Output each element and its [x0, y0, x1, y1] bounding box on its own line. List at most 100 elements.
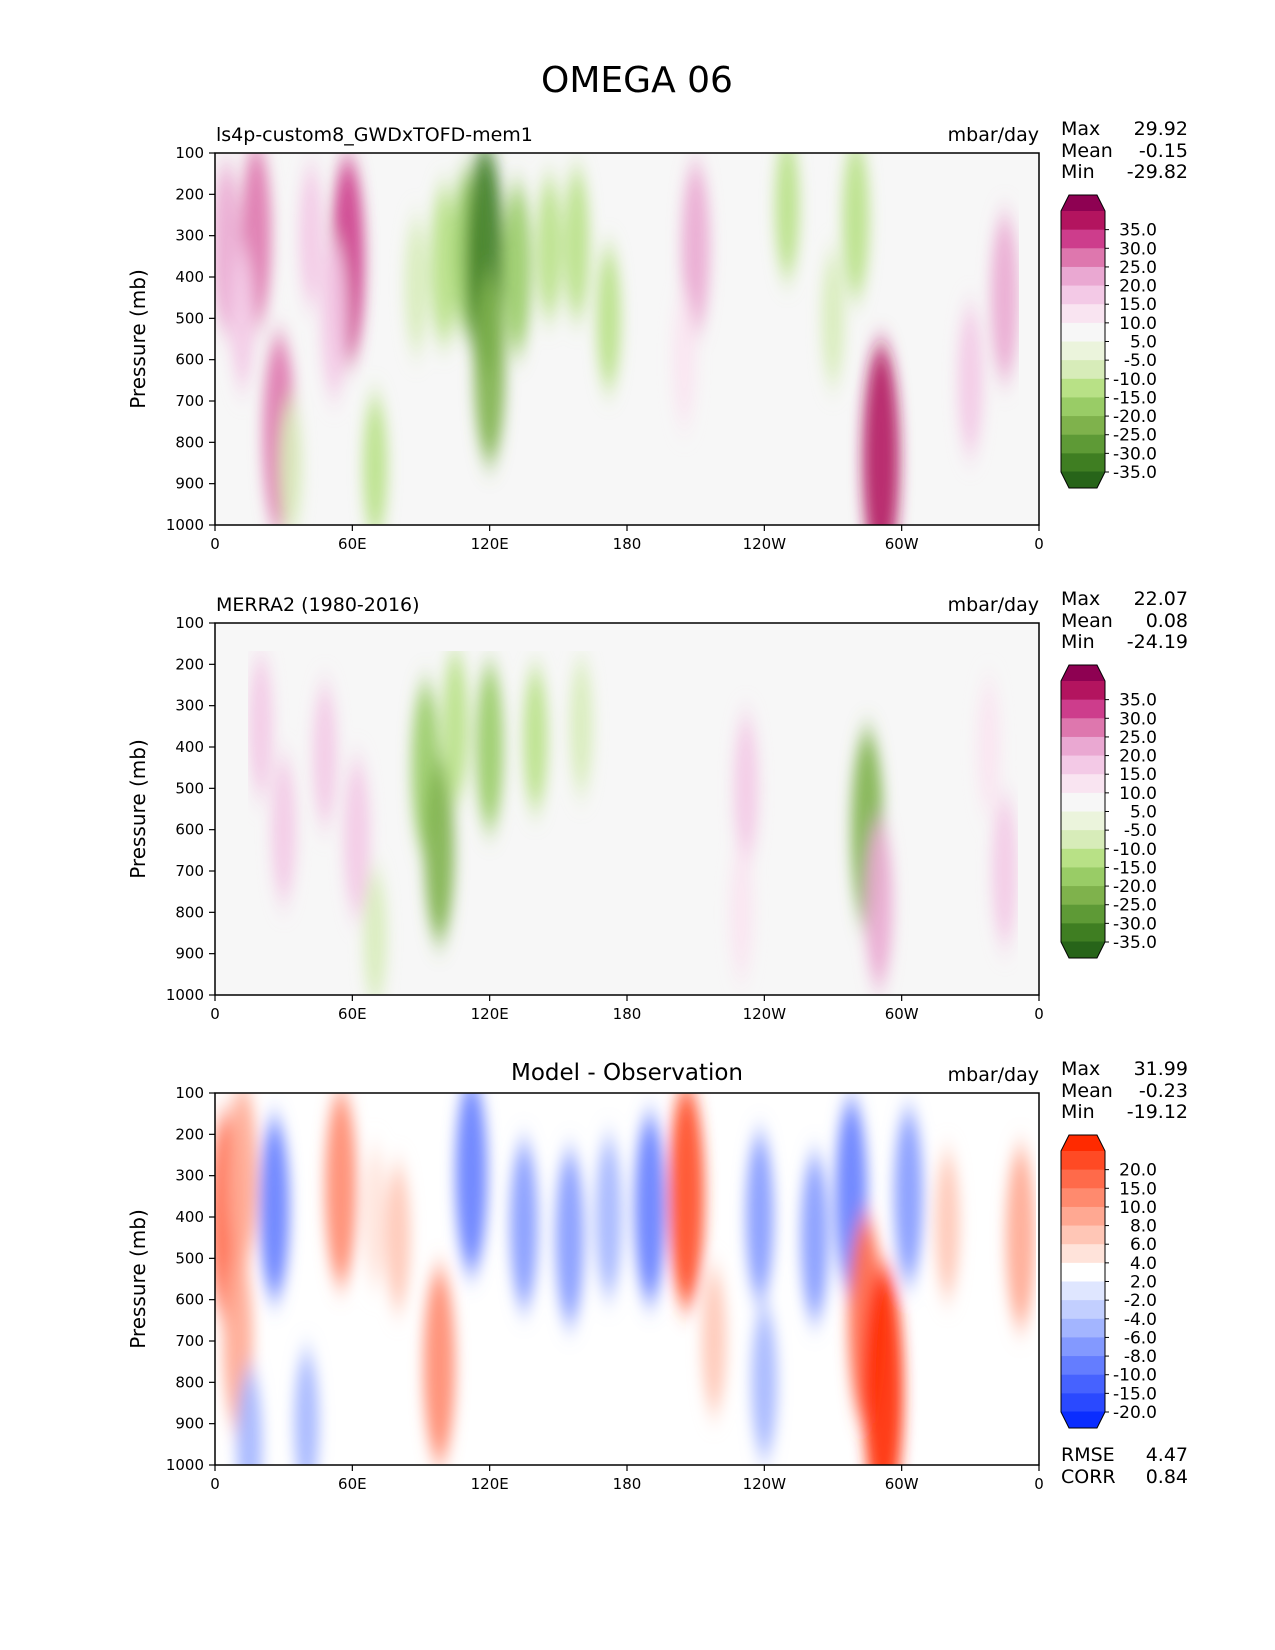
field-cell-13: [536, 177, 562, 320]
colorbar-segment: [1061, 904, 1105, 924]
y-tick-label: 100: [175, 144, 204, 162]
field-cell-17: [800, 1154, 829, 1321]
colorbar-tick-label: 10.0: [1119, 784, 1157, 804]
max-value: 31.99: [1134, 1058, 1188, 1080]
colorbar-segment: [1061, 867, 1105, 887]
colorbar-segment: [1061, 304, 1105, 324]
colorbar-tick-label: -20.0: [1113, 407, 1157, 427]
colorbar-tick-label: 20.0: [1119, 1161, 1157, 1181]
colorbar-tick-label: 8.0: [1130, 1217, 1157, 1237]
min-value: -29.82: [1127, 161, 1188, 183]
colorbar-segment: [1061, 1281, 1105, 1301]
mean-label: Mean: [1061, 1080, 1113, 1102]
colorbar-segment: [1061, 341, 1105, 361]
field-cell-13: [864, 821, 893, 988]
field-cell-22: [934, 1152, 960, 1298]
rmse-value: 4.47: [1146, 1444, 1188, 1466]
colorbar-tick-label: -15.0: [1113, 1384, 1157, 1404]
x-tick-label: 60W: [885, 1475, 919, 1493]
colorbar-segment: [1061, 1393, 1105, 1413]
colorbar-segment: [1061, 1337, 1105, 1357]
colorbar-tick-label: -35.0: [1113, 463, 1157, 483]
colorbar-segment: [1061, 886, 1105, 906]
colorbar-tick-label: -8.0: [1124, 1347, 1157, 1367]
colorbar-segment: [1061, 1244, 1105, 1264]
colorbar-segment: [1061, 699, 1105, 719]
field-cell-8: [523, 667, 548, 810]
y-tick-label: 500: [175, 779, 204, 797]
x-tick-label: 0: [210, 535, 220, 553]
field-cell-7: [404, 218, 429, 353]
colorbar-tick-label: -4.0: [1124, 1310, 1157, 1330]
colorbar-tick-label: -30.0: [1113, 444, 1157, 464]
y-tick-label: 400: [175, 268, 204, 286]
colorbar-tick-label: 35.0: [1119, 691, 1157, 711]
colorbar-tick-label: 30.0: [1119, 709, 1157, 729]
colorbar-extend-bottom: [1061, 471, 1105, 488]
x-tick-label: 60W: [885, 1005, 919, 1023]
x-tick-label: 120E: [471, 1005, 509, 1023]
colorbar-tick-label: 15.0: [1119, 1179, 1157, 1199]
colorbar-segment: [1061, 848, 1105, 869]
colorbar-tick-label: 20.0: [1119, 277, 1157, 297]
max-label: Max: [1061, 1058, 1100, 1080]
plot-background: [215, 623, 1039, 995]
colorbar-segment: [1061, 792, 1105, 813]
colorbar-extend-bottom: [1061, 1411, 1105, 1428]
colorbar-segment: [1061, 322, 1105, 343]
colorbar-segment: [1061, 360, 1105, 380]
field-cell-6: [385, 1165, 411, 1311]
colorbar-tick-label: 5.0: [1130, 333, 1157, 353]
y-tick-label: 600: [175, 1291, 204, 1309]
colorbar-tick-label: 4.0: [1130, 1254, 1157, 1274]
panel-title: ls4p-custom8_GWDxTOFD-mem1: [216, 124, 533, 146]
colorbar-tick-label: -25.0: [1113, 426, 1157, 446]
field-cell-20: [863, 1265, 904, 1465]
colorbar-tick-label: -30.0: [1113, 914, 1157, 934]
y-tick-label: 800: [175, 433, 204, 451]
field-cell-0: [248, 655, 274, 798]
mean-value: -0.15: [1139, 140, 1188, 162]
y-tick-label: 700: [175, 1332, 204, 1350]
colorbar-segment: [1061, 830, 1105, 850]
y-tick-label: 200: [175, 655, 204, 673]
x-tick-label: 0: [1034, 1475, 1044, 1493]
field-cell-19: [672, 292, 696, 427]
colorbar-segment: [1061, 248, 1105, 268]
y-tick-label: 500: [175, 309, 204, 327]
field-cell-12: [634, 1115, 666, 1303]
field-cell-20: [774, 153, 800, 278]
field-cell-2: [312, 684, 338, 827]
x-tick-label: 60E: [338, 1005, 367, 1023]
units-label: mbar/day: [948, 594, 1039, 616]
field-cell-4: [324, 1093, 357, 1286]
field-cell-5: [320, 239, 348, 398]
colorbar-extend-top: [1061, 665, 1105, 682]
colorbar-tick-label: 2.0: [1130, 1273, 1157, 1293]
colorbar-segment: [1061, 681, 1105, 701]
colorbar-segment: [1061, 416, 1105, 436]
field-cell-10: [733, 715, 759, 862]
mean-value: -0.23: [1139, 1080, 1188, 1102]
x-tick-label: 120W: [743, 1005, 787, 1023]
panel-model: ls4p-custom8_GWDxTOFD-mem1 mbar/day Pres…: [126, 118, 1188, 553]
mean-value: 0.08: [1146, 610, 1188, 632]
y-axis-label: Pressure (mb): [126, 1209, 150, 1349]
y-tick-label: 900: [175, 1415, 204, 1433]
colorbar-segment: [1061, 378, 1105, 399]
y-axis-label: Pressure (mb): [126, 739, 150, 879]
corr-value: 0.84: [1146, 1466, 1188, 1488]
y-tick-label: 500: [175, 1249, 204, 1267]
panel-title: MERRA2 (1980-2016): [216, 594, 420, 616]
max-value: 22.07: [1134, 588, 1188, 610]
min-label: Min: [1061, 161, 1095, 183]
y-tick-label: 600: [175, 351, 204, 369]
field-cell-8: [430, 185, 458, 344]
colorbar-tick-label: -15.0: [1113, 858, 1157, 878]
y-tick-label: 300: [175, 697, 204, 715]
field-cell-15: [745, 1134, 774, 1300]
x-tick-label: 0: [1034, 535, 1044, 553]
y-tick-label: 200: [175, 185, 204, 203]
field-cell-21: [842, 153, 870, 299]
colorbar-segment: [1061, 229, 1105, 249]
